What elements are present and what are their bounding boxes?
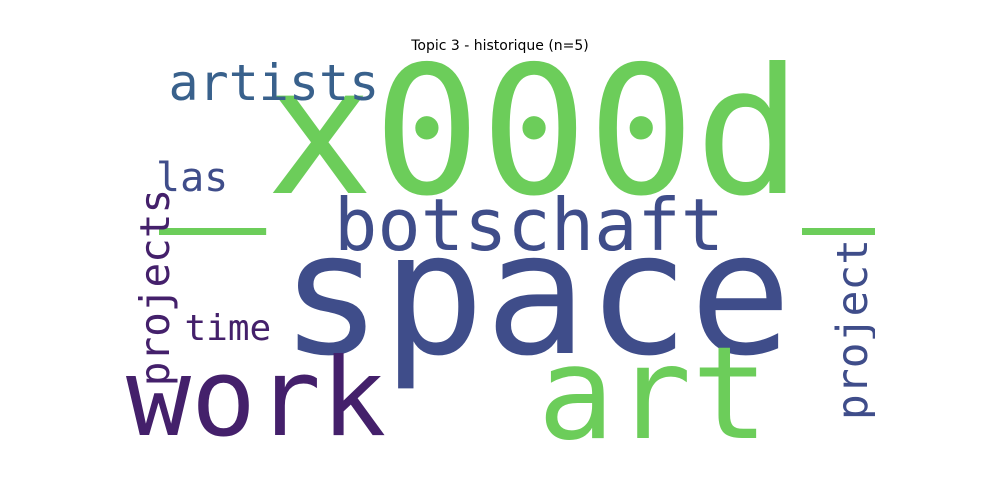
word-space: space xyxy=(280,196,792,394)
word-artists: artists xyxy=(168,60,380,112)
word-x000d: _x000d_ xyxy=(159,60,875,235)
figure-title: Topic 3 - historique (n=5) xyxy=(411,38,589,54)
word-las: las xyxy=(156,155,229,201)
word-art: art xyxy=(537,320,769,456)
word-projects: projects xyxy=(130,188,179,386)
wordcloud-canvas: _x000d_ space art work botschaft artists… xyxy=(125,60,875,455)
word-project: project xyxy=(827,238,875,420)
word-time: time xyxy=(184,308,272,349)
word-botschaft: botschaft xyxy=(334,183,725,267)
word-work: work xyxy=(126,336,387,455)
